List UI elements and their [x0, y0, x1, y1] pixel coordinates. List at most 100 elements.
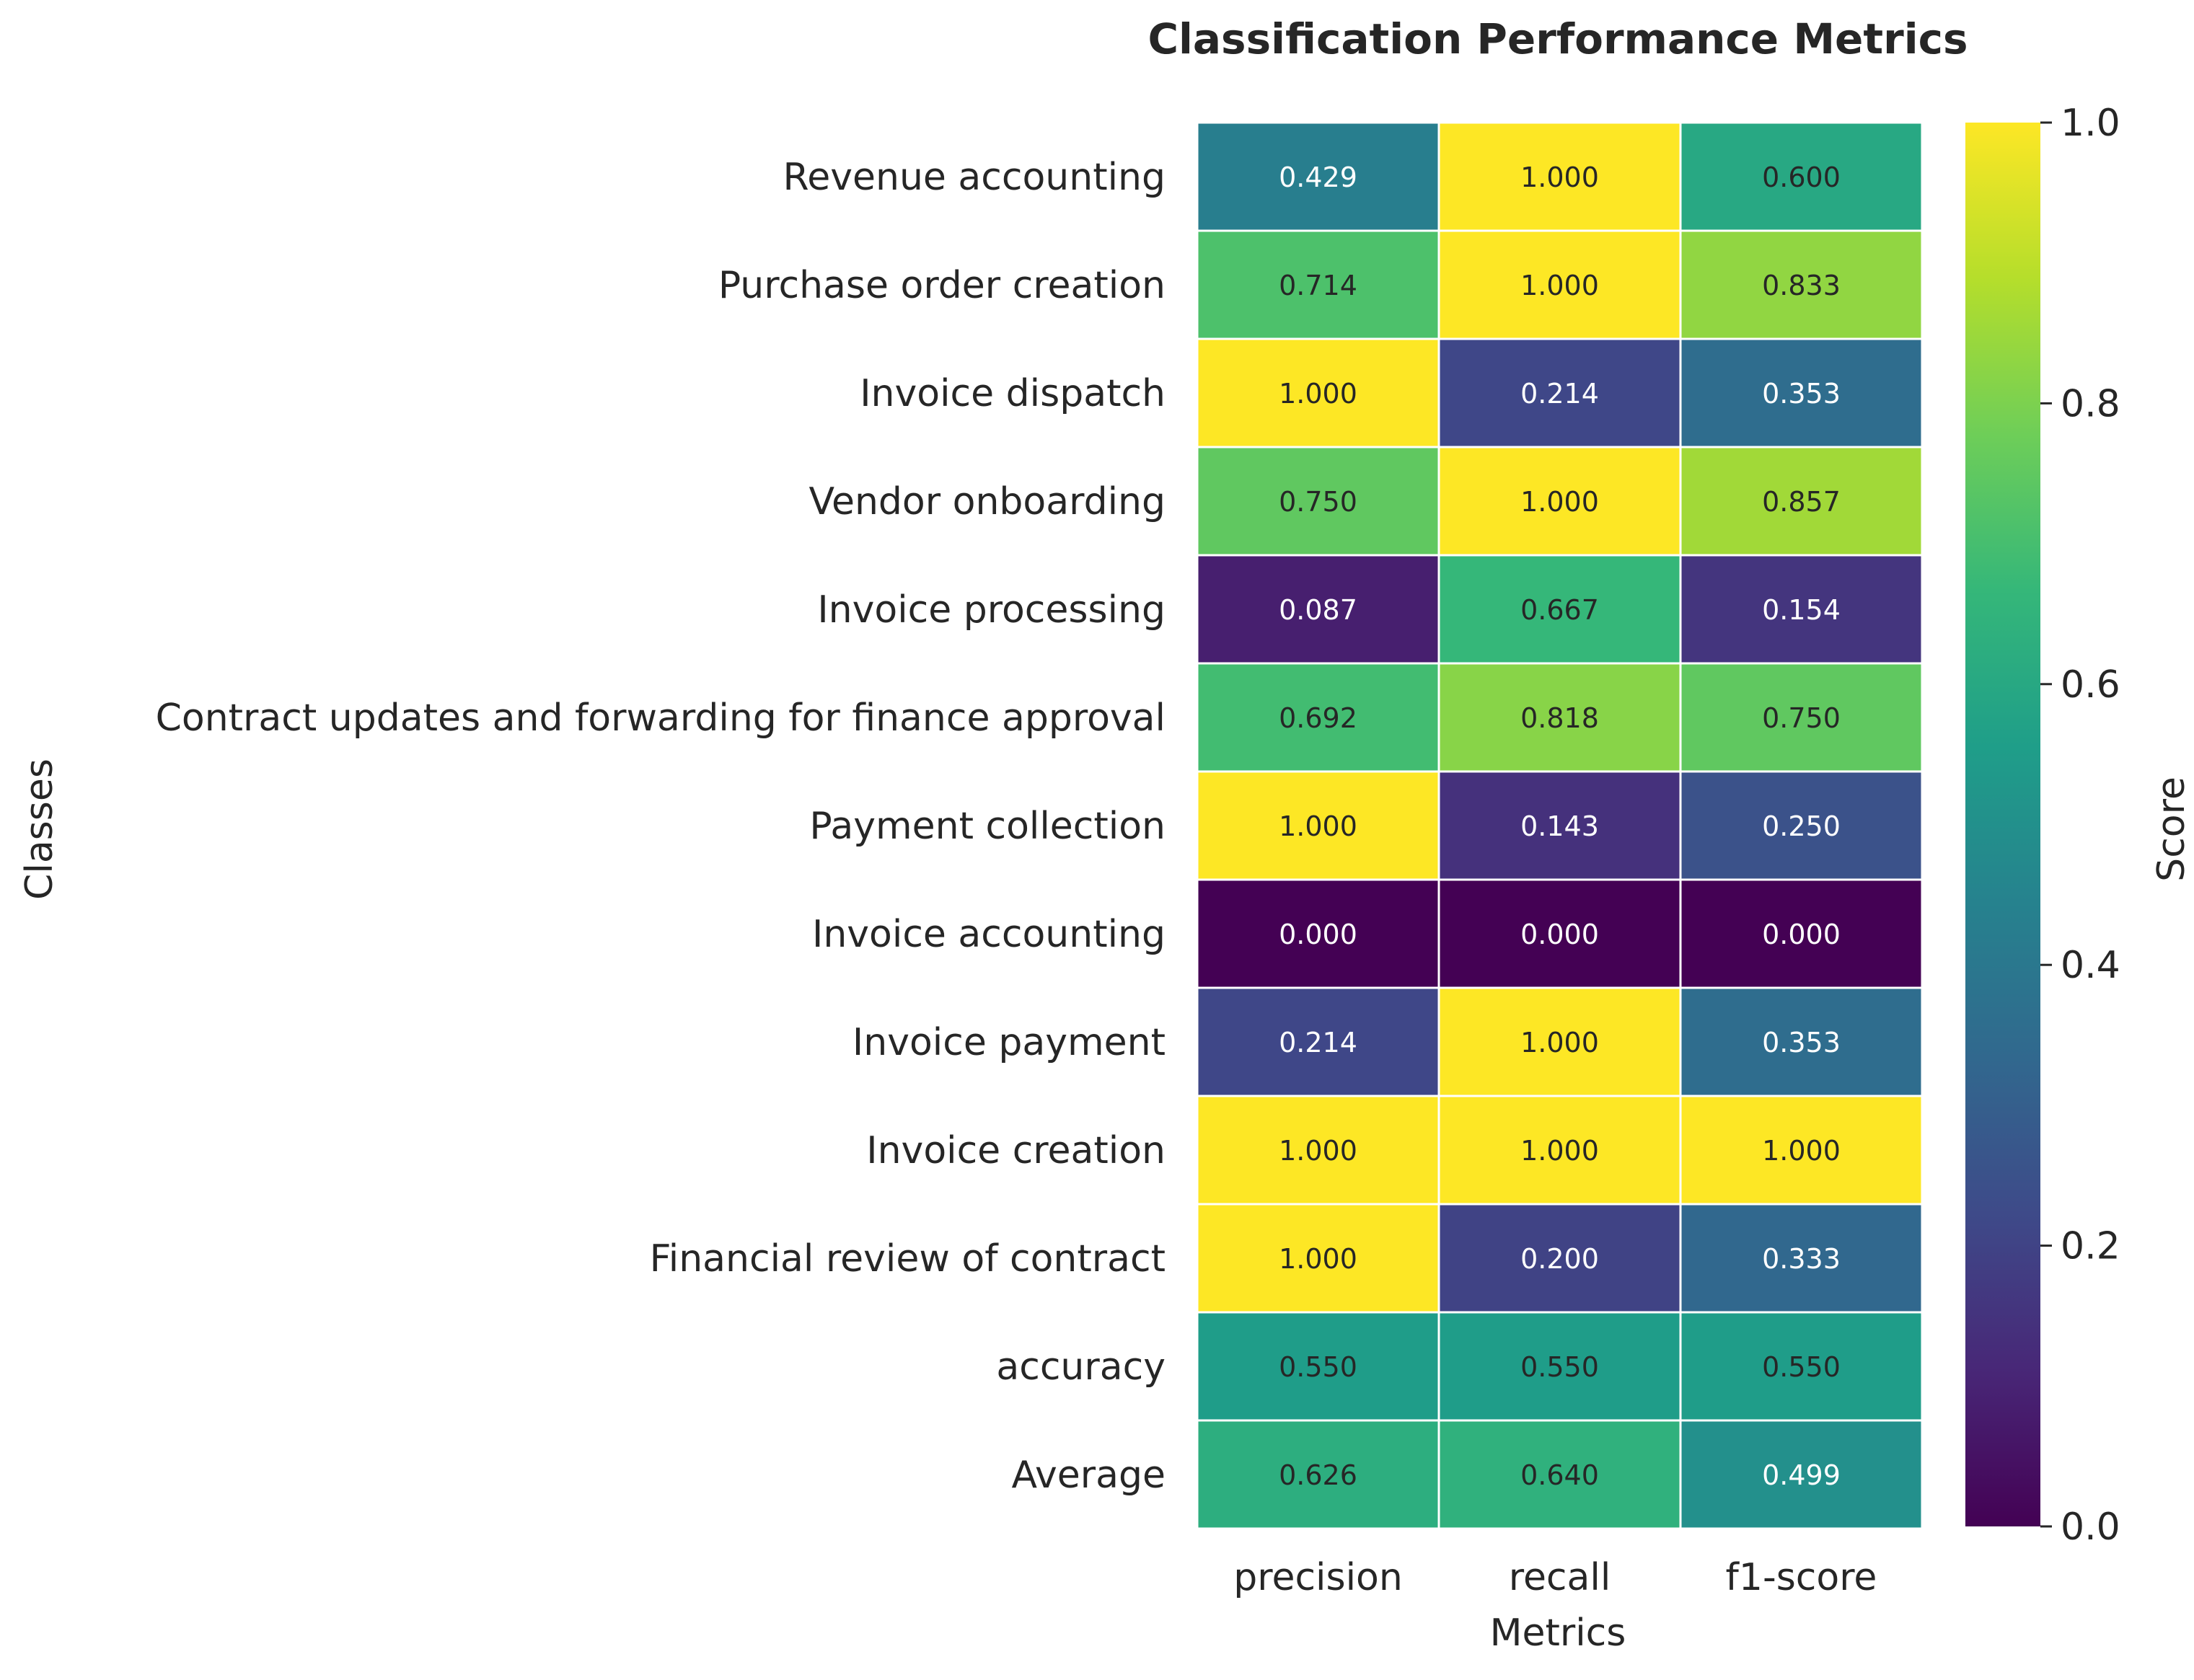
cell-value-label: 0.550 [1762, 1351, 1841, 1383]
heatmap-cell [1196, 878, 1440, 989]
heatmap-cell [1196, 121, 1440, 232]
heatmap-cell [1196, 446, 1440, 557]
cell-value-label: 1.000 [1279, 1135, 1357, 1167]
cell-value-label: 1.000 [1279, 810, 1357, 842]
colorbar-tick-label: 1.0 [2061, 102, 2120, 145]
cell-value-label: 1.000 [1520, 270, 1599, 301]
colorbar-ticks: 0.0 0.2 0.4 0.6 0.8 1.0 [2040, 102, 2120, 1549]
cell-value-label: 0.640 [1520, 1459, 1599, 1491]
cell-value-label: 0.626 [1279, 1459, 1357, 1491]
colorbar-label: Score [2150, 777, 2193, 882]
heatmap-cell [1679, 1095, 1924, 1206]
colorbar-tick-label: 0.0 [2061, 1506, 2120, 1549]
y-tick-label: Purchase order creation [718, 264, 1166, 307]
y-tick-label: Invoice dispatch [860, 372, 1166, 415]
y-tick-label: Invoice payment [853, 1021, 1166, 1064]
heatmap-cell [1437, 1419, 1682, 1530]
y-tick-label: Invoice processing [817, 588, 1166, 632]
cell-value-label: 0.667 [1520, 594, 1599, 626]
x-tick-label: f1-score [1726, 1556, 1877, 1599]
cell-value-labels: 0.429 1.000 0.600 0.714 1.000 0.833 1.000 0.214… [1279, 162, 1841, 1491]
y-tick-label: Financial review of contract [650, 1237, 1166, 1281]
cell-value-label: 0.087 [1279, 594, 1357, 626]
cell-value-label: 0.353 [1762, 1027, 1841, 1058]
y-tick-label: Invoice creation [866, 1129, 1166, 1172]
cell-value-label: 0.750 [1279, 486, 1357, 518]
heatmap-cell [1679, 662, 1924, 773]
y-axis-label: Classes [18, 759, 61, 900]
cell-value-label: 1.000 [1520, 1027, 1599, 1058]
cell-value-label: 1.000 [1279, 378, 1357, 410]
cell-value-label: 0.353 [1762, 378, 1841, 410]
x-tick-label: precision [1233, 1556, 1403, 1599]
y-tick-label: Invoice accounting [812, 913, 1166, 956]
cell-value-label: 0.550 [1520, 1351, 1599, 1383]
x-tick-label: recall [1509, 1556, 1611, 1599]
heatmap-cell [1196, 770, 1440, 881]
heatmap-cell [1679, 986, 1924, 1097]
y-tick-label: Average [1011, 1454, 1166, 1497]
heatmap-cell [1437, 878, 1682, 989]
heatmap-cell [1679, 1419, 1924, 1530]
cell-value-label: 0.000 [1520, 919, 1599, 950]
heatmap-cell [1437, 770, 1682, 881]
cell-value-label: 1.000 [1520, 486, 1599, 518]
cell-value-label: 0.750 [1762, 702, 1841, 734]
cell-value-label: 0.499 [1762, 1459, 1841, 1491]
heatmap-cell [1196, 986, 1440, 1097]
y-tick-label: Contract updates and forwarding for fina… [156, 697, 1166, 740]
y-tick-labels: Revenue accounting Purchase order creatio… [156, 156, 1166, 1497]
heatmap-cell [1437, 1311, 1682, 1422]
cell-value-label: 0.333 [1762, 1243, 1841, 1275]
y-tick-label: Payment collection [809, 805, 1166, 848]
heatmap-cell [1437, 337, 1682, 448]
y-tick-label: Vendor onboarding [809, 480, 1166, 523]
x-tick-labels: precision recall f1-score [1233, 1556, 1877, 1599]
colorbar-tick-label: 0.6 [2061, 663, 2120, 707]
heatmap-cell [1679, 1311, 1924, 1422]
heatmap-cell [1679, 770, 1924, 881]
heatmap-cell [1679, 229, 1924, 340]
heatmap-cell [1437, 121, 1682, 232]
cell-value-label: 0.833 [1762, 270, 1841, 301]
cell-value-label: 0.200 [1520, 1243, 1599, 1275]
heatmap-cell [1196, 1203, 1440, 1314]
cell-value-label: 0.857 [1762, 486, 1841, 518]
colorbar-tick-label: 0.2 [2061, 1225, 2120, 1268]
colorbar-tick-label: 0.8 [2061, 382, 2120, 425]
heatmap-cell [1196, 1095, 1440, 1206]
heatmap-cell [1196, 662, 1440, 773]
heatmap-cell [1679, 554, 1924, 665]
heatmap-cells [1196, 121, 1924, 1530]
heatmap-cell [1437, 662, 1682, 773]
colorbar-tick-label: 0.4 [2061, 944, 2120, 987]
cell-value-label: 0.000 [1279, 919, 1357, 950]
cell-value-label: 0.214 [1520, 378, 1599, 410]
cell-value-label: 0.600 [1762, 162, 1841, 193]
y-tick-label: accuracy [996, 1345, 1166, 1389]
colorbar [1965, 123, 2040, 1526]
heatmap-cell [1196, 1419, 1440, 1530]
cell-value-label: 1.000 [1279, 1243, 1357, 1275]
cell-value-label: 0.714 [1279, 270, 1357, 301]
cell-value-label: 1.000 [1520, 162, 1599, 193]
cell-value-label: 1.000 [1520, 1135, 1599, 1167]
cell-value-label: 0.154 [1762, 594, 1841, 626]
heatmap-cell [1679, 878, 1924, 989]
cell-value-label: 0.429 [1279, 162, 1357, 193]
cell-value-label: 0.000 [1762, 919, 1841, 950]
cell-value-label: 1.000 [1762, 1135, 1841, 1167]
heatmap-cell [1679, 446, 1924, 557]
x-axis-label: Metrics [1490, 1612, 1626, 1655]
heatmap-cell [1437, 554, 1682, 665]
cell-value-label: 0.818 [1520, 702, 1599, 734]
chart-title: Classification Performance Metrics [1147, 14, 1968, 63]
cell-value-label: 0.214 [1279, 1027, 1357, 1058]
heatmap-cell [1196, 229, 1440, 340]
heatmap-cell [1679, 1203, 1924, 1314]
cell-value-label: 0.143 [1520, 810, 1599, 842]
cell-value-label: 0.550 [1279, 1351, 1357, 1383]
heatmap-cell [1437, 1095, 1682, 1206]
heatmap-cell [1679, 121, 1924, 232]
